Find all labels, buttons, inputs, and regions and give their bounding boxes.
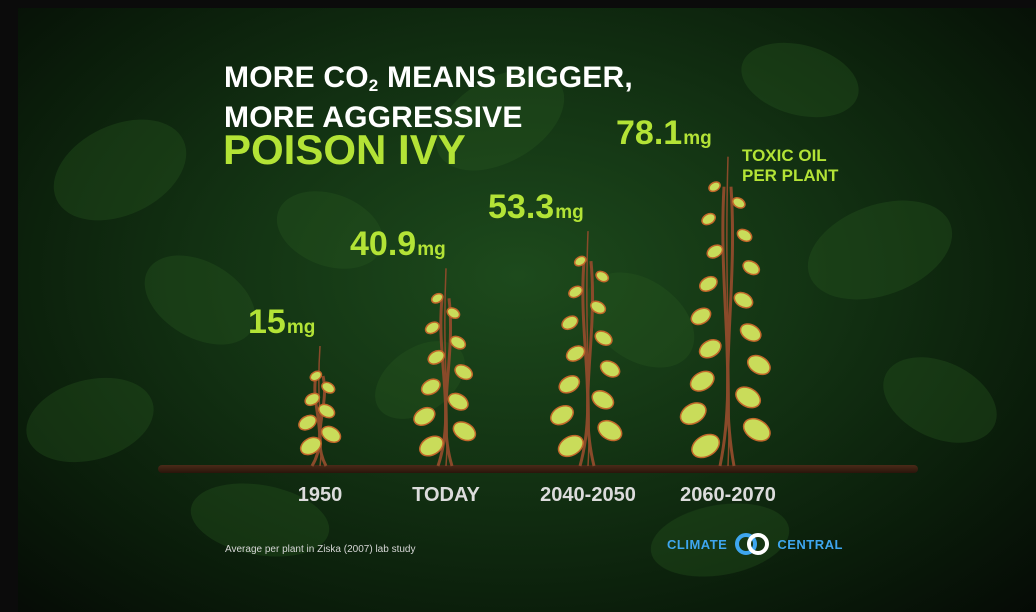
title-accent: POISON IVY (223, 126, 466, 173)
plant-leaf (317, 403, 336, 419)
plant-leaf (320, 425, 342, 444)
plant-leaf (701, 212, 717, 226)
plant-2 (413, 268, 477, 467)
plant-leaf (424, 321, 440, 335)
value-label: 78.1mg (616, 115, 712, 157)
plant-leaf (739, 323, 762, 342)
plant-leaf (591, 390, 615, 410)
value-unit: mg (417, 239, 446, 261)
plant-leaf (427, 349, 445, 365)
plant-stem (318, 345, 322, 467)
plant-leaf (449, 335, 467, 350)
plant-leaf (597, 419, 623, 442)
plant-leaf (419, 435, 444, 457)
source-note: Average per plant in Ziska (2007) lab st… (225, 544, 416, 555)
plant-stem (726, 156, 730, 467)
logo-rings-icon (735, 533, 770, 555)
value-label: 40.9mg (350, 226, 446, 268)
plant-leaf (599, 360, 621, 378)
plant-leaf (735, 386, 762, 409)
plant-stem (586, 260, 596, 467)
category-label: 1950 (297, 484, 343, 506)
plant-4 (679, 156, 771, 467)
plant-leaf (689, 370, 715, 392)
plant-stem (578, 260, 590, 467)
plant-leaf (557, 434, 584, 458)
category-label: TODAY (412, 484, 480, 506)
plant-leaf (594, 330, 613, 346)
plant-leaf (691, 433, 721, 459)
plant-leaf (420, 378, 441, 396)
category-label: 2060-2070 (680, 484, 776, 506)
plant-leaf (746, 354, 771, 376)
plant-leaf (413, 406, 436, 426)
plant-leaf (731, 197, 746, 209)
plant-stem (310, 375, 322, 467)
plant-leaf (446, 307, 461, 320)
plant-leaf (447, 392, 469, 411)
plant-leaf (298, 414, 317, 431)
plant-leaf (573, 255, 587, 267)
plant-leaf (454, 364, 473, 381)
value-number: 53.3 (488, 188, 555, 227)
plant-leaf (561, 315, 579, 331)
plant-leaf (708, 181, 721, 193)
value-number: 40.9 (350, 225, 417, 264)
plant-leaf (679, 402, 707, 426)
title-line1-pre: MORE CO (224, 61, 369, 94)
plant-leaf (565, 345, 586, 362)
plant-3 (550, 231, 623, 467)
value-unit: mg (286, 317, 316, 338)
plant-leaf (568, 285, 584, 299)
plant-leaf (558, 375, 581, 394)
plant-leaf (299, 436, 322, 456)
film-border-left (0, 0, 18, 612)
plant-leaf (736, 228, 753, 243)
plant-leaf (742, 260, 761, 276)
chart-title: MORE CO2 MEANS BIGGER, MORE AGGRESSIVE (224, 62, 633, 134)
plant-leaf (690, 307, 712, 326)
title-line1-sub: 2 (368, 76, 379, 95)
series-note: TOXIC OIL PER PLANT (742, 146, 839, 185)
plant-stem (718, 186, 730, 467)
value-label: 53.3mg (488, 189, 584, 231)
plant-leaf (742, 417, 771, 442)
plant-leaf (698, 339, 722, 359)
film-border-top (0, 0, 1036, 8)
value-unit: mg (555, 202, 584, 224)
plant-leaf (304, 392, 321, 407)
plant-leaf (430, 292, 444, 304)
ground-line (158, 465, 918, 473)
value-label: 15mg (248, 304, 315, 346)
plant-leaf (452, 421, 477, 442)
logo-text-right: CENTRAL (777, 536, 843, 552)
plant-stem (444, 298, 454, 467)
title-line2: MORE AGGRESSIVE (224, 101, 523, 134)
value-unit: mg (683, 127, 712, 149)
climate-central-logo: CLIMATE CENTRAL (667, 531, 843, 557)
plant-leaf (321, 381, 336, 394)
plant-leaf (595, 270, 610, 283)
logo-text-left: CLIMATE (667, 536, 728, 552)
plant-leaf (733, 291, 754, 309)
plant-leaf (550, 405, 574, 426)
plant-stem (444, 268, 448, 467)
plant-leaf (590, 300, 607, 315)
plant-1 (298, 345, 342, 467)
category-label: 2040-2050 (540, 484, 636, 506)
value-number: 78.1 (616, 113, 683, 152)
plant-leaf (309, 370, 323, 382)
plant-leaf (706, 244, 724, 259)
plant-leaf (699, 275, 718, 292)
plant-stem (586, 231, 590, 467)
title-line1-post: MEANS BIGGER, (378, 61, 633, 94)
value-number: 15 (248, 303, 286, 341)
